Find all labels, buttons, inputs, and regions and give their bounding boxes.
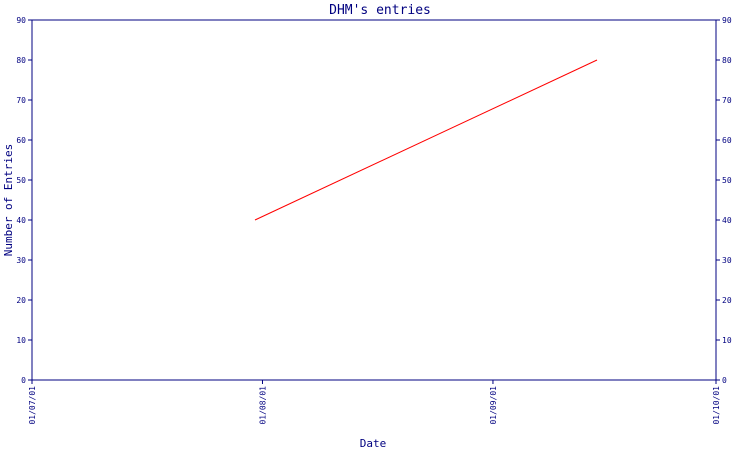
y-tick-label-left: 60 xyxy=(16,136,26,145)
y-tick-label-right: 0 xyxy=(722,376,727,385)
y-tick-label-right: 20 xyxy=(722,296,732,305)
x-axis-label: Date xyxy=(360,437,387,450)
series-line xyxy=(254,59,598,221)
y-tick-label-left: 90 xyxy=(16,16,26,25)
y-tick-label-right: 50 xyxy=(722,176,732,185)
y-tick-label-left: 40 xyxy=(16,216,26,225)
y-axis-left: 0 10 20 30 40 50 60 70 80 90 xyxy=(16,16,32,385)
y-tick-label-right: 10 xyxy=(722,336,732,345)
x-tick-label: 01/08/01 xyxy=(258,386,267,425)
plot-frame xyxy=(31,19,717,381)
y-tick-label-left: 50 xyxy=(16,176,26,185)
y-tick-label-left: 0 xyxy=(21,376,26,385)
y-tick-label-right: 90 xyxy=(722,16,732,25)
x-tick-label: 01/07/01 xyxy=(28,386,37,425)
x-tick-label: 01/10/01 xyxy=(712,386,721,425)
y-tick-label-right: 30 xyxy=(722,256,732,265)
y-tick-label-left: 70 xyxy=(16,96,26,105)
y-tick-label-left: 30 xyxy=(16,256,26,265)
y-tick-label-right: 80 xyxy=(722,56,732,65)
x-axis: 01/07/01 01/08/01 01/09/01 01/10/01 xyxy=(28,380,721,425)
y-tick-label-left: 80 xyxy=(16,56,26,65)
series-group xyxy=(254,59,598,221)
y-tick-label-right: 40 xyxy=(722,216,732,225)
y-axis-label: Number of Entries xyxy=(2,144,15,257)
y-tick-label-left: 10 xyxy=(16,336,26,345)
y-tick-label-right: 60 xyxy=(722,136,732,145)
y-tick-label-left: 20 xyxy=(16,296,26,305)
chart-title: DHM's entries xyxy=(329,3,431,18)
y-axis-right: 0 10 20 30 40 50 60 70 80 90 xyxy=(716,16,732,385)
y-tick-label-right: 70 xyxy=(722,96,732,105)
x-tick-label: 01/09/01 xyxy=(489,386,498,425)
